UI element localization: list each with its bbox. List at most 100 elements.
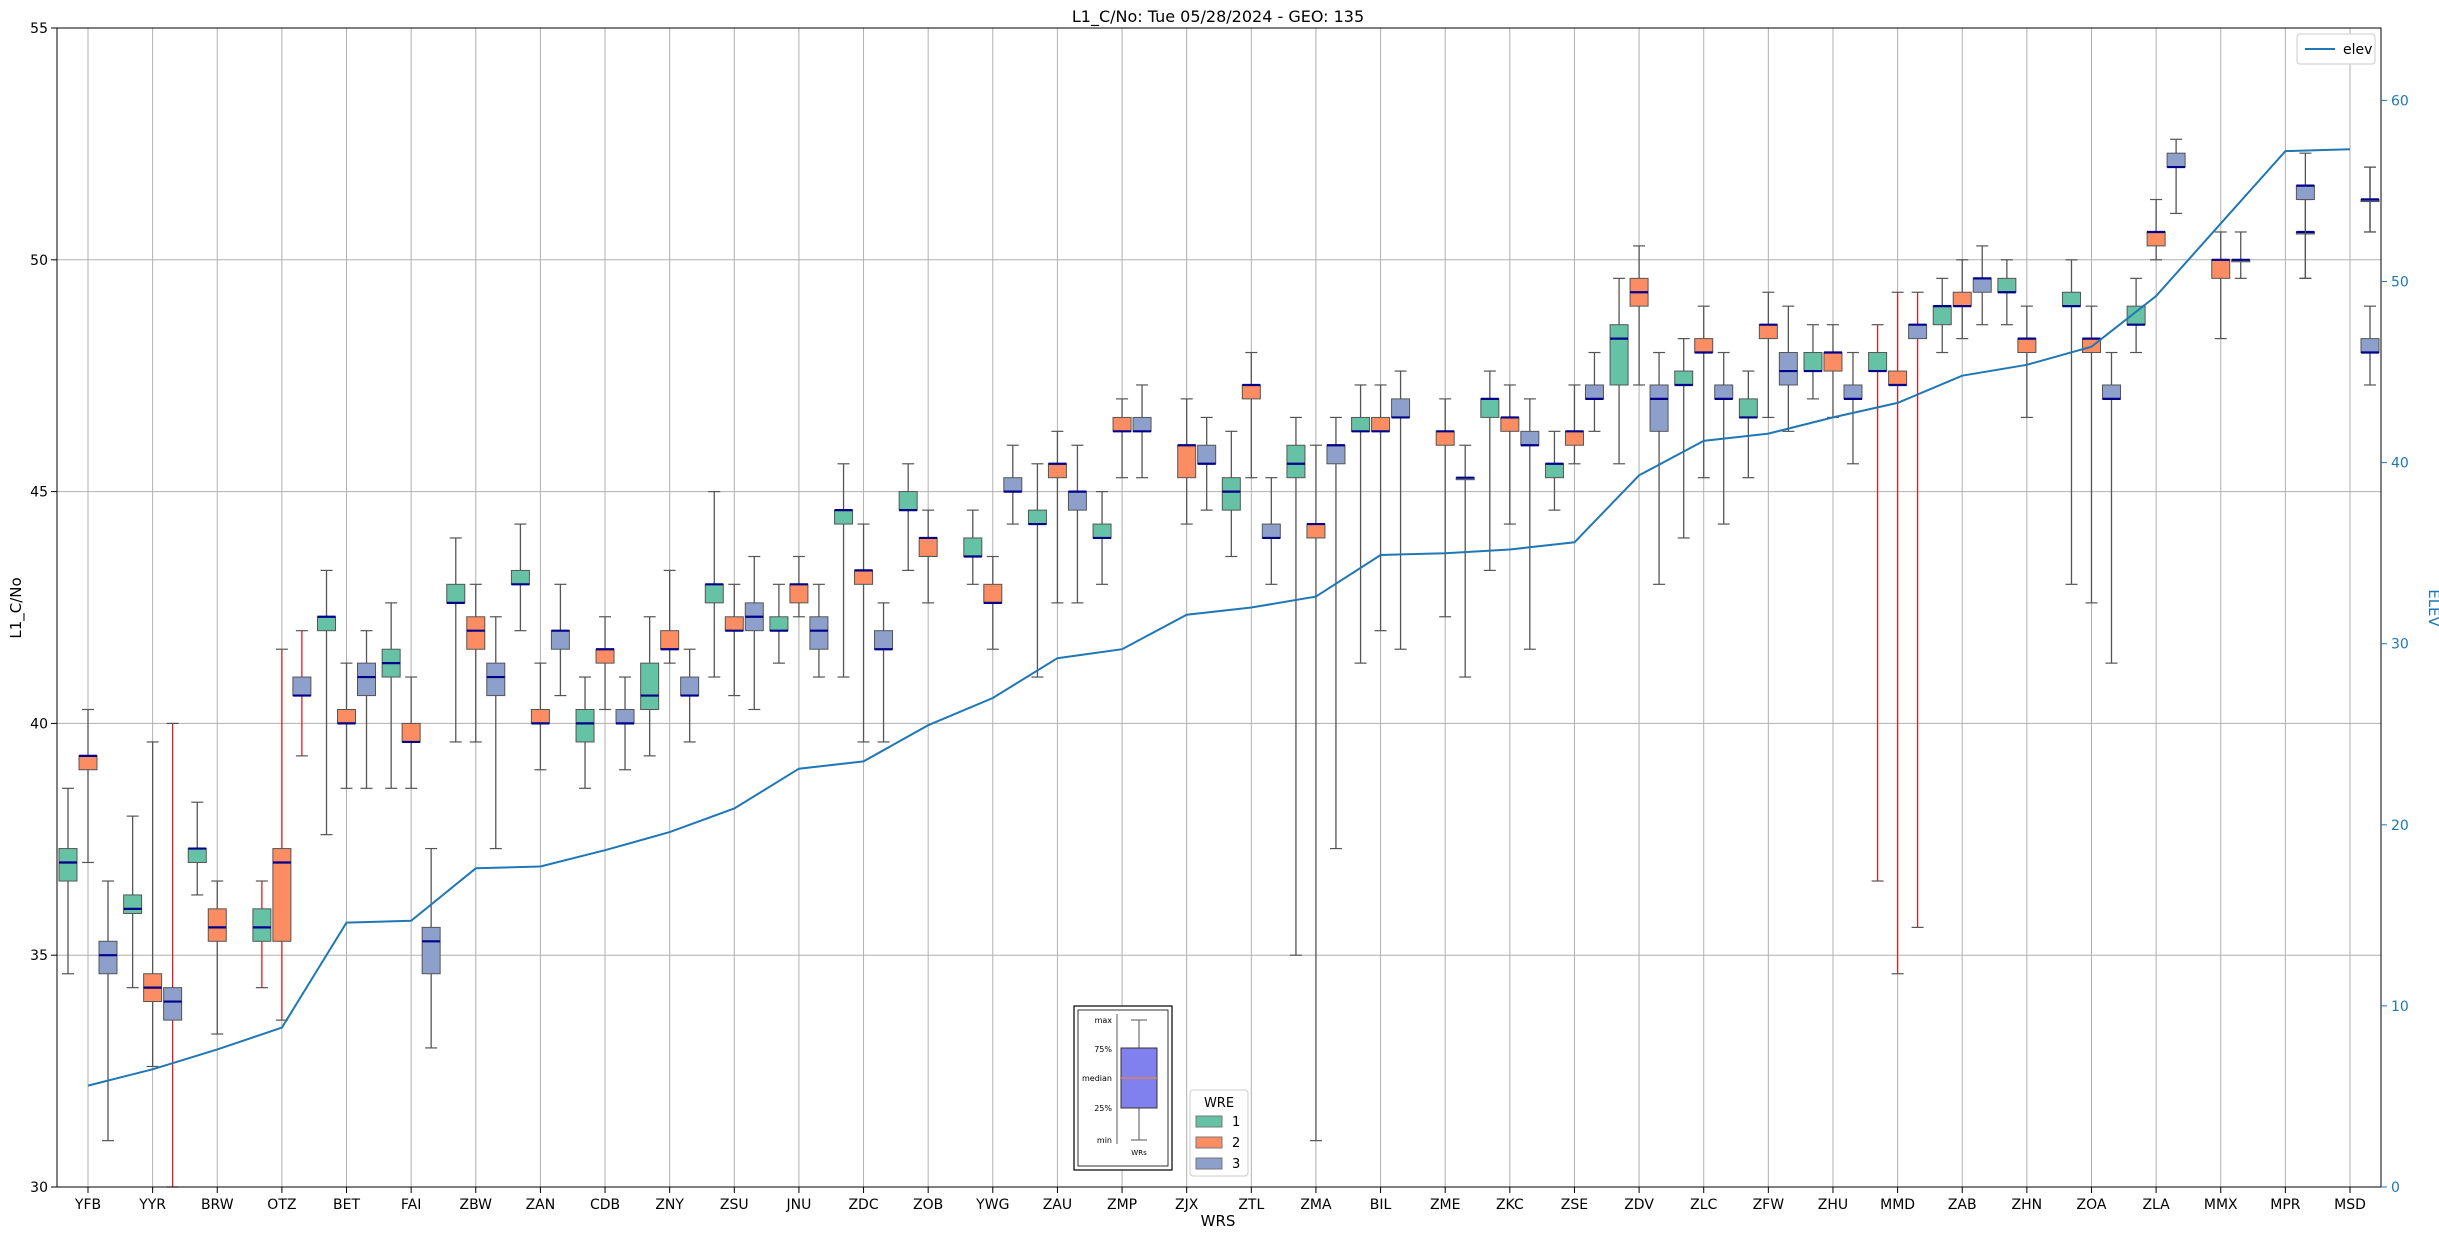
plot-frame — [56, 27, 2382, 1188]
box-explainer-inset: max 75% median 25% min WRs — [1073, 1005, 1173, 1171]
box-wre-3-ZDV — [1649, 351, 1669, 585]
iqr-box — [704, 583, 724, 604]
box-wre-2-ZOB — [918, 509, 938, 604]
iqr-box — [1371, 416, 1391, 432]
box-wre-3-ZKC — [1520, 398, 1540, 650]
elev-line — [87, 148, 2351, 1087]
box-wre-1-YYR — [123, 815, 143, 989]
iqr-box — [163, 987, 183, 1021]
box-wre-2-FAI — [401, 676, 421, 789]
box-wre-3-MPR — [2295, 152, 2315, 279]
grid — [57, 28, 2381, 1187]
wre-legend-swatch-3 — [1195, 1157, 1223, 1170]
y2-axis-label: ELEV — [2425, 589, 2439, 627]
iqr-box — [1520, 430, 1540, 446]
iqr-box — [510, 569, 530, 585]
box-wre-1-ZAN — [510, 523, 530, 632]
x-axis: YFB YYR BRW OTZ BET FAI ZBW ZAN CDB ZNY ZSU JNU ZDC Z… — [74, 1187, 2366, 1213]
iqr-box — [357, 662, 377, 697]
y2-axis: 0 10 20 30 40 50 60 — [2381, 93, 2409, 1196]
box-wre-2-ZSU — [724, 583, 744, 697]
y2-tick-label: 60 — [2391, 93, 2409, 109]
iqr-box — [2211, 259, 2231, 279]
box-wre-3-JNU — [809, 583, 829, 678]
box-wre-3-ZAN — [550, 583, 570, 697]
box-wre-2-ZHN — [2017, 305, 2037, 419]
box-wre-3-ZAU — [1067, 444, 1087, 604]
iqr-box — [874, 630, 894, 650]
box-wre-2-ZKC — [1500, 384, 1520, 525]
box-wre-2-CDB — [595, 616, 615, 711]
box-wre-3-ZDC — [874, 602, 894, 743]
iqr-box — [1112, 416, 1132, 432]
iqr-box — [1027, 509, 1047, 525]
box-wre-1-ZFW — [1738, 370, 1758, 479]
y-tick-label: 50 — [30, 253, 48, 269]
iqr-box — [1738, 398, 1758, 418]
box-wre-1-ZMP — [1092, 491, 1112, 585]
iqr-box — [446, 583, 466, 604]
box-wre-1-ZKC — [1480, 370, 1500, 572]
box-wre-3-ZFW — [1778, 305, 1798, 432]
iqr-box — [292, 676, 312, 697]
x-tick-label: ZSU — [720, 1197, 749, 1213]
iqr-box — [854, 569, 874, 585]
iqr-box — [2101, 384, 2121, 400]
x-tick-label: ZHU — [1818, 1197, 1848, 1213]
iqr-box — [2061, 291, 2081, 307]
iqr-box — [1997, 277, 2017, 293]
x-tick-label: ZME — [1430, 1197, 1461, 1213]
iqr-box — [660, 630, 680, 650]
iqr-box — [1609, 324, 1629, 386]
box-wre-2-ZMA — [1306, 444, 1326, 1142]
y2-tick-label: 50 — [2391, 275, 2409, 291]
inset-label-25: 25% — [1094, 1104, 1112, 1113]
iqr-box — [1067, 491, 1087, 511]
x-tick-label: BIL — [1370, 1197, 1392, 1213]
x-tick-label: ZSE — [1561, 1197, 1588, 1213]
box-wre-2-YYR — [143, 741, 163, 1068]
iqr-box — [486, 662, 506, 697]
box-wre-3-ZNY — [680, 648, 700, 743]
iqr-box — [466, 616, 486, 650]
iqr-box — [2295, 185, 2315, 201]
iqr-box — [1868, 352, 1888, 372]
iqr-box — [1326, 444, 1346, 465]
x-tick-label: YYR — [138, 1197, 166, 1213]
wre-legend-label-3: 3 — [1232, 1157, 1240, 1172]
x-axis-label: WRS — [1201, 1212, 1236, 1230]
box-wre-2-ZJX — [1177, 398, 1197, 525]
box-wre-1-ZTL — [1221, 430, 1241, 558]
iqr-box — [1778, 352, 1798, 386]
iqr-box — [1047, 463, 1067, 479]
inset-label-max: max — [1095, 1016, 1113, 1025]
wre-legend-label-2: 2 — [1232, 1136, 1240, 1151]
x-tick-label: BRW — [201, 1197, 234, 1213]
box-wre-3-CDB — [615, 676, 635, 771]
box-wre-3-ZTL — [1261, 477, 1281, 585]
iqr-box — [1694, 338, 1714, 354]
inset-label-min: min — [1097, 1136, 1112, 1145]
box-wre-1-ZSU — [704, 491, 724, 678]
box-group — [58, 138, 2380, 1188]
box-wre-2-BRW — [207, 880, 227, 1035]
box-wre-3-BIL — [1391, 370, 1411, 650]
box-wre-2-ZTL — [1241, 351, 1261, 479]
elev-legend: elev — [2296, 33, 2376, 65]
iqr-box — [252, 908, 272, 942]
iqr-box — [2166, 152, 2186, 168]
y2-tick-label: 0 — [2391, 1180, 2400, 1196]
x-tick-label: ZDC — [848, 1197, 878, 1213]
x-tick-label: ZBW — [459, 1197, 492, 1213]
iqr-box — [640, 662, 660, 710]
iqr-box — [1177, 444, 1197, 479]
box-wre-3-ZJX — [1197, 416, 1217, 511]
inset-label-median: median — [1082, 1074, 1112, 1083]
iqr-box — [680, 676, 700, 697]
iqr-box — [1972, 277, 1992, 293]
x-tick-label: ZJX — [1175, 1197, 1199, 1213]
iqr-box — [123, 894, 143, 914]
box-wre-1-BET — [317, 569, 337, 836]
box-wre-1-FAI — [381, 602, 401, 789]
iqr-box — [1803, 352, 1823, 372]
